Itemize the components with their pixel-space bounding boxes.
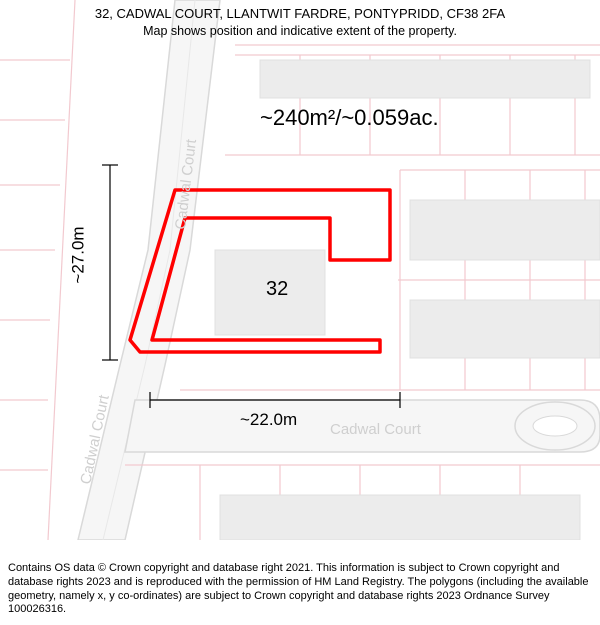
map-svg: Cadwal Court Cadwal Court Cadwal Court xyxy=(0,0,600,540)
page-title: 32, CADWAL COURT, LLANTWIT FARDRE, PONTY… xyxy=(10,6,590,23)
street-label-horizontal: Cadwal Court xyxy=(330,421,422,438)
buildings-bottom xyxy=(220,495,580,540)
height-label: ~27.0m xyxy=(69,226,89,283)
buildings-topright xyxy=(260,60,590,98)
width-label: ~22.0m xyxy=(240,410,297,430)
area-label: ~240m²/~0.059ac. xyxy=(260,105,439,131)
house-number: 32 xyxy=(266,278,288,301)
copyright-footer: Contains OS data © Crown copyright and d… xyxy=(0,558,600,625)
page-subtitle: Map shows position and indicative extent… xyxy=(10,23,590,39)
